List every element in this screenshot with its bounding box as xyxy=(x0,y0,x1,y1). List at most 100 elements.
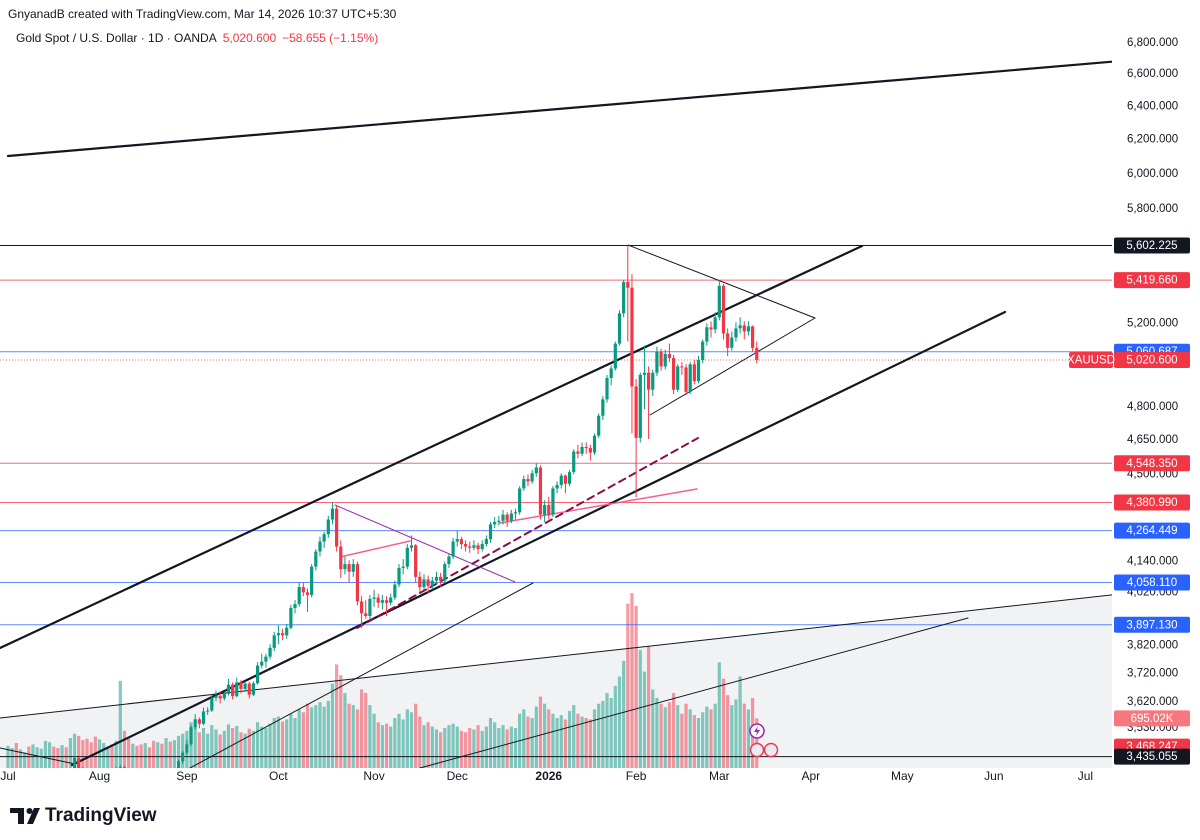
volume-bar xyxy=(372,713,376,768)
candle-body xyxy=(726,333,730,348)
volume-bar xyxy=(501,725,505,768)
candle-body xyxy=(318,541,322,552)
volume-bar xyxy=(534,706,538,768)
candle-body xyxy=(572,451,576,473)
volume-bar xyxy=(701,712,705,768)
event-icons xyxy=(749,723,779,758)
volume-bar xyxy=(351,705,355,768)
candle-body xyxy=(746,326,751,332)
candle-body xyxy=(576,451,580,454)
volume-bar xyxy=(68,738,72,768)
candle-body xyxy=(484,539,488,545)
volume-bar xyxy=(280,721,285,768)
candle-body xyxy=(526,479,530,482)
volume-bar xyxy=(330,683,335,768)
volume-bar xyxy=(730,705,734,768)
price-tag xyxy=(1114,272,1190,289)
candle-body xyxy=(364,613,368,616)
volume-bar xyxy=(447,725,451,768)
price-tag-label: 4,380.990 xyxy=(1126,497,1177,509)
candle-body xyxy=(659,351,663,367)
volume-bar xyxy=(526,716,530,768)
candle-body xyxy=(372,597,376,599)
volume-bar xyxy=(584,718,588,768)
volume-bar xyxy=(64,747,68,768)
price-tag xyxy=(1114,574,1190,591)
volume-bar xyxy=(555,718,559,768)
credit: GnyanadB created with TradingView.com, M… xyxy=(8,7,397,21)
candle-body xyxy=(597,415,601,436)
brand-logo xyxy=(26,808,33,814)
candle-body xyxy=(118,767,122,768)
candle-body xyxy=(567,472,572,484)
volume-bar xyxy=(214,729,218,768)
price-tag-label: 5,419.660 xyxy=(1126,275,1177,287)
y-tick-label: 4,800.000 xyxy=(1127,401,1178,413)
volume-bar xyxy=(97,739,102,768)
candle-body xyxy=(696,360,701,382)
x-tick-label: Jun xyxy=(984,769,1003,783)
volume-bar xyxy=(463,732,468,768)
candle-body xyxy=(439,576,443,581)
volume-bar xyxy=(480,730,484,768)
candle-body xyxy=(463,544,468,547)
candle-body xyxy=(734,328,738,338)
candle-body xyxy=(276,633,280,636)
volume-bar xyxy=(667,702,672,768)
candle-body xyxy=(622,281,626,314)
volume-bar xyxy=(538,696,543,768)
x-tick-label: Apr xyxy=(801,769,820,783)
candle-body xyxy=(347,564,351,572)
volume-bar xyxy=(322,706,326,768)
candle-body xyxy=(617,313,622,344)
volume-bar xyxy=(530,718,534,768)
candle-body xyxy=(185,744,189,753)
x-tick-label: Aug xyxy=(89,769,110,783)
volume-bar xyxy=(318,702,322,768)
candle-body xyxy=(592,435,597,453)
candle-body xyxy=(197,719,201,724)
candle-body xyxy=(750,326,755,348)
candle-body xyxy=(418,576,422,588)
y-tick-label: 6,400.000 xyxy=(1127,100,1178,112)
candle-body xyxy=(280,633,285,636)
volume-bar xyxy=(197,732,201,768)
triangle-upper xyxy=(627,244,816,319)
candle-body xyxy=(501,514,505,521)
volume-bar xyxy=(493,722,497,768)
y-tick-label: 6,200.000 xyxy=(1127,134,1178,146)
volume-bar xyxy=(181,733,185,768)
volume-bar xyxy=(201,728,206,768)
volume-bar xyxy=(255,722,260,768)
event-icon xyxy=(754,726,760,736)
volume-bar xyxy=(77,735,81,768)
volume-bar xyxy=(680,713,684,768)
candle-body xyxy=(459,539,464,545)
volume-bar xyxy=(260,726,264,768)
volume-bar xyxy=(409,712,414,768)
volume-bar xyxy=(206,733,210,768)
volume-bar xyxy=(39,748,43,768)
volume-bar xyxy=(721,678,726,768)
candle-body xyxy=(667,353,672,359)
candle-body xyxy=(206,710,210,712)
event-icon xyxy=(763,742,779,758)
candle-body xyxy=(368,598,372,616)
candle-body xyxy=(651,372,655,390)
volume-bar xyxy=(726,695,730,768)
x-tick-label: Sep xyxy=(176,769,198,783)
candle-body xyxy=(285,627,289,636)
candle-body xyxy=(455,539,459,542)
volume-bar xyxy=(380,725,384,768)
y-tick-label: 6,600.000 xyxy=(1127,68,1178,80)
price-tag-label: 4,058.110 xyxy=(1127,577,1177,589)
volume-bar xyxy=(688,709,692,768)
candle-body xyxy=(326,519,330,535)
volume-bar xyxy=(692,715,696,768)
volume-bar xyxy=(272,718,276,768)
price-tags: 5,602.2255,419.6605,060.6875,020.600XAUU… xyxy=(1067,237,1190,765)
candle-body xyxy=(522,479,526,489)
candle-body xyxy=(393,584,397,598)
volume-bar xyxy=(592,709,597,768)
x-tick-label: 2026 xyxy=(535,769,562,783)
